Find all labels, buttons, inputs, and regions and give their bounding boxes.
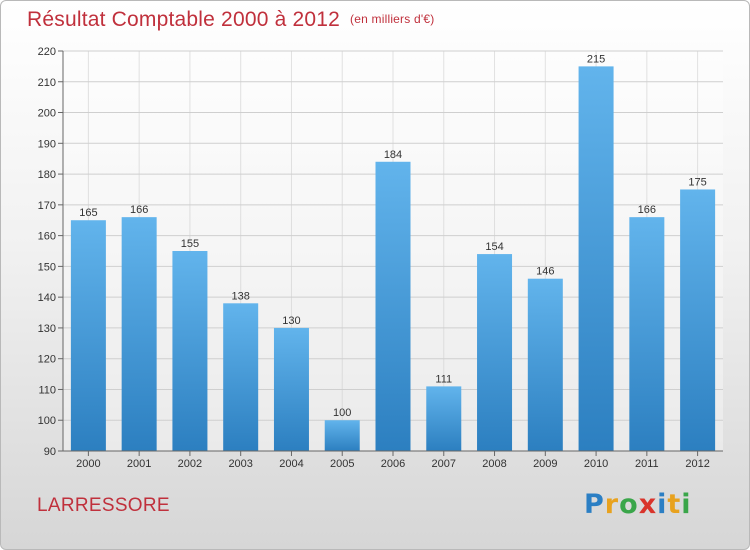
value-label-2003: 138	[232, 290, 250, 302]
chart-title: Résultat Comptable 2000 à 2012 (en millie…	[27, 8, 434, 32]
y-tick-label: 130	[38, 323, 56, 335]
x-tick-label-2011: 2011	[635, 458, 659, 470]
bar-2003[interactable]	[223, 303, 259, 451]
x-tick-label-2007: 2007	[432, 458, 456, 470]
bar-2009[interactable]	[527, 278, 563, 451]
proxiti-logo[interactable]: Proxiti	[584, 489, 692, 520]
y-tick-label: 100	[38, 415, 56, 427]
bar-2001[interactable]	[121, 217, 157, 451]
x-tick-label-2001: 2001	[127, 458, 151, 470]
value-label-2012: 175	[688, 176, 706, 188]
bar-2005[interactable]	[324, 420, 360, 451]
bar-2002[interactable]	[172, 251, 208, 451]
bar-2000[interactable]	[70, 220, 106, 451]
x-tick-label-2004: 2004	[279, 458, 303, 470]
chart-unit: (en milliers d'€)	[350, 12, 435, 26]
x-tick-label-2005: 2005	[330, 458, 354, 470]
logo-letter: P	[584, 489, 605, 520]
bar-2011[interactable]	[629, 217, 665, 451]
y-tick-label: 140	[38, 292, 56, 304]
x-tick-label-2012: 2012	[685, 458, 709, 470]
value-label-2004: 130	[282, 315, 300, 327]
y-tick-label: 150	[38, 261, 56, 273]
value-label-2011: 166	[638, 204, 656, 216]
bar-2004[interactable]	[273, 327, 309, 451]
logo-letter: t	[667, 489, 682, 520]
logo-letter: i	[657, 489, 668, 520]
bar-2007[interactable]	[426, 386, 462, 451]
axes: 90 100 110 120 130 140 150 160 170 180 190 200 210 22…	[38, 46, 723, 470]
bar-2012[interactable]	[680, 189, 716, 451]
value-label-2007: 111	[435, 373, 452, 385]
logo-letter: i	[681, 489, 692, 520]
bar-2006[interactable]	[375, 161, 411, 451]
x-tick-label-2003: 2003	[228, 458, 252, 470]
x-tick-label-2010: 2010	[584, 458, 608, 470]
bar-2008[interactable]	[477, 254, 513, 451]
y-tick-label: 110	[38, 384, 56, 396]
city-name: LARRESSORE	[37, 495, 170, 516]
y-tick-label: 200	[38, 108, 56, 120]
x-tick-label-2006: 2006	[381, 458, 405, 470]
y-tick-label: 210	[38, 77, 56, 89]
x-tick-label-2000: 2000	[76, 458, 100, 470]
value-label-2000: 165	[79, 207, 97, 219]
value-label-2008: 154	[485, 241, 503, 253]
chart-title-text: Résultat Comptable 2000 à 2012	[27, 8, 341, 31]
value-label-2001: 166	[130, 204, 148, 216]
y-tick-label: 120	[38, 354, 56, 366]
value-label-2009: 146	[536, 266, 554, 278]
y-tick-label: 180	[38, 169, 56, 181]
y-tick-label: 90	[44, 446, 56, 458]
logo-letter: x	[638, 489, 658, 520]
value-label-2005: 100	[333, 407, 351, 419]
logo-letter: o	[619, 489, 639, 520]
value-label-2002: 155	[181, 238, 199, 250]
y-tick-label: 220	[38, 46, 56, 58]
y-tick-label: 170	[38, 200, 56, 212]
x-tick-label-2009: 2009	[533, 458, 557, 470]
bars: 165 166 155 138 130 100 184 111 154 146 215 166 175	[70, 53, 716, 451]
x-tick-label-2002: 2002	[178, 458, 202, 470]
value-label-2010: 215	[587, 53, 605, 65]
logo-letter: r	[604, 489, 620, 520]
y-tick-label: 160	[38, 231, 56, 243]
value-label-2006: 184	[384, 149, 402, 161]
bar-2010[interactable]	[578, 66, 614, 451]
y-tick-label: 190	[38, 138, 56, 150]
x-tick-label-2008: 2008	[482, 458, 506, 470]
